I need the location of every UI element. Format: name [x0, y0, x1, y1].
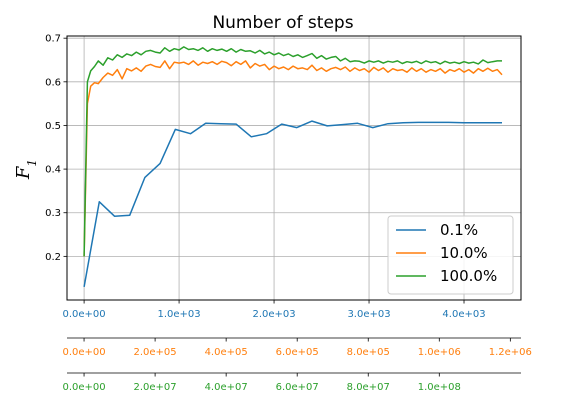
y-tick-label: 0.5: [45, 121, 61, 132]
x-tick-label: 0.0e+00: [62, 382, 105, 393]
x-tick-label: 1.0e+03: [157, 309, 200, 320]
legend-label: 10.0%: [440, 244, 488, 262]
legend-label: 0.1%: [440, 221, 478, 239]
y-axis-label-subscript: 1: [25, 159, 39, 167]
x-tick-label: 1.2e+06: [489, 347, 532, 358]
x-tick-label: 8.0e+05: [347, 347, 390, 358]
y-tick-label: 0.4: [45, 165, 61, 176]
x-tick-label: 2.0e+05: [134, 347, 177, 358]
x-tick-label: 6.0e+07: [276, 382, 319, 393]
x-tick-label: 2.0e+07: [134, 382, 177, 393]
y-axis: 0.2 0.3 0.4 0.5 0.6 0.7: [45, 34, 67, 263]
plot-frame: [66, 35, 522, 301]
legend-box: [387, 215, 514, 295]
y-tick-label: 0.7: [45, 34, 61, 45]
x-tick-label: 2.0e+03: [252, 309, 295, 320]
x-tick-label: 4.0e+03: [442, 309, 485, 320]
series-line-2: [83, 60, 503, 257]
x-tick-label: 3.0e+03: [347, 309, 390, 320]
chart-title: Number of steps: [212, 13, 353, 33]
y-axis-label-main: F: [13, 165, 34, 180]
x-tick-label: 1.0e+06: [418, 347, 461, 358]
series-line-1: [83, 120, 502, 288]
x-tick-label: 1.0e+08: [418, 382, 461, 393]
legend: 0.1% 10.0% 100.0%: [387, 215, 514, 295]
x-tick-label: 0.0e+00: [63, 309, 106, 320]
y-tick-label: 0.3: [45, 208, 61, 219]
y-tick-label: 0.2: [45, 252, 61, 263]
plot-lines: [83, 46, 503, 288]
series-line-3: [83, 46, 502, 257]
x-tick-label: 6.0e+05: [276, 347, 319, 358]
y-tick-label: 0.6: [45, 77, 61, 88]
x-tick-label: 0.0e+00: [62, 347, 105, 358]
y-axis-label: F1: [13, 159, 39, 180]
x-tick-label: 4.0e+07: [205, 382, 248, 393]
x-tick-label: 8.0e+07: [347, 382, 390, 393]
x-axes: 0.0e+00 1.0e+03 2.0e+03 3.0e+03 4.0e+03 0.0e+…: [62, 300, 532, 393]
x-tick-label: 4.0e+05: [205, 347, 248, 358]
legend-label: 100.0%: [440, 267, 497, 285]
